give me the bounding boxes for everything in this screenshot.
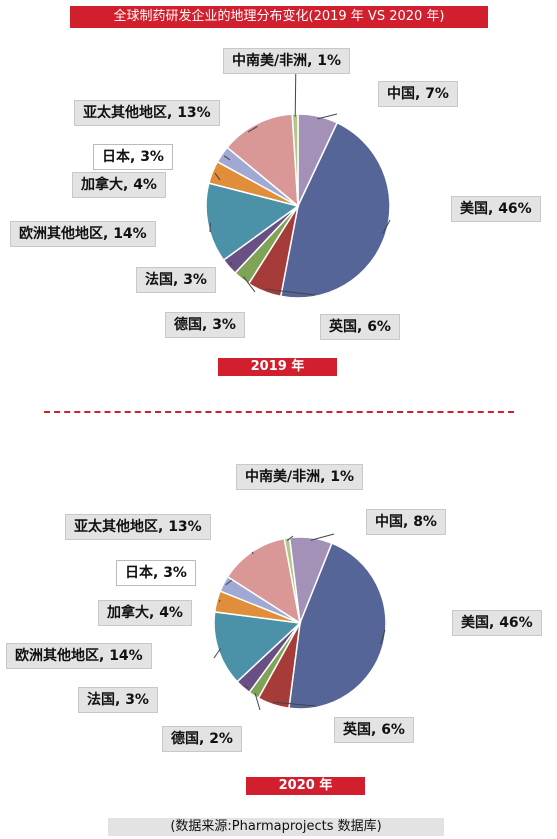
leader-line-1 <box>382 219 391 234</box>
section-divider <box>44 411 514 413</box>
pie-slice-5 <box>205 182 300 262</box>
leader-line-0 <box>310 533 335 541</box>
pie-slice-1 <box>288 542 387 710</box>
slice-label-5: 欧洲其他地区, 14% <box>6 643 152 669</box>
slice-label-0: 中国, 8% <box>366 509 446 535</box>
slice-label-0: 中国, 7% <box>378 81 458 107</box>
chart-title: 全球制药研发企业的地理分布变化(2019 年 VS 2020 年) <box>70 6 488 28</box>
year-tag-2019: 2019 年 <box>218 358 337 376</box>
leader-line-2 <box>273 701 317 707</box>
slice-label-2: 英国, 6% <box>320 314 400 340</box>
slice-label-3: 德国, 2% <box>162 726 242 752</box>
pie-slice-9 <box>283 536 301 624</box>
leader-line-7 <box>225 579 233 586</box>
pie-chart-2019 <box>205 54 391 299</box>
leader-line-2 <box>265 288 316 296</box>
slice-label-5: 欧洲其他地区, 14% <box>10 221 156 247</box>
leader-line-8 <box>251 551 254 555</box>
leader-line-3 <box>254 693 261 711</box>
year-tag-2020: 2020 年 <box>246 777 365 795</box>
slice-label-8: 亚太其他地区, 13% <box>74 100 220 126</box>
pie-slice-1 <box>279 121 391 299</box>
leader-line-6 <box>218 599 221 603</box>
slice-label-2: 英国, 6% <box>334 717 414 743</box>
leader-line-8 <box>247 126 258 133</box>
pie-slice-5 <box>213 611 302 683</box>
slice-label-4: 法国, 3% <box>136 267 216 293</box>
slice-label-4: 法国, 3% <box>78 687 158 713</box>
slice-label-1: 美国, 46% <box>451 196 541 222</box>
leader-line-9 <box>286 535 294 541</box>
leader-line-0 <box>317 113 338 120</box>
slice-label-7: 日本, 3% <box>93 144 173 170</box>
slice-label-9: 中南美/非洲, 1% <box>223 48 351 74</box>
slice-label-1: 美国, 46% <box>452 610 542 636</box>
leader-line-6 <box>214 172 221 181</box>
slice-label-6: 加拿大, 4% <box>98 600 192 626</box>
slice-label-7: 日本, 3% <box>116 560 196 586</box>
leader-line-4 <box>244 684 249 689</box>
pie-slice-8 <box>226 113 299 208</box>
slice-label-3: 德国, 3% <box>165 312 245 338</box>
slice-label-6: 加拿大, 4% <box>72 172 166 198</box>
leader-line-5 <box>213 648 221 659</box>
slice-label-9: 中南美/非洲, 1% <box>236 464 364 490</box>
slice-label-8: 亚太其他地区, 13% <box>65 514 211 540</box>
pie-chart-2020 <box>213 533 387 711</box>
source-note: (数据来源:Pharmaprojects 数据库) <box>108 818 444 836</box>
leader-line-3 <box>242 276 256 293</box>
leader-line-1 <box>380 629 386 645</box>
pie-slice-8 <box>226 537 302 625</box>
leader-line-7 <box>223 155 231 161</box>
